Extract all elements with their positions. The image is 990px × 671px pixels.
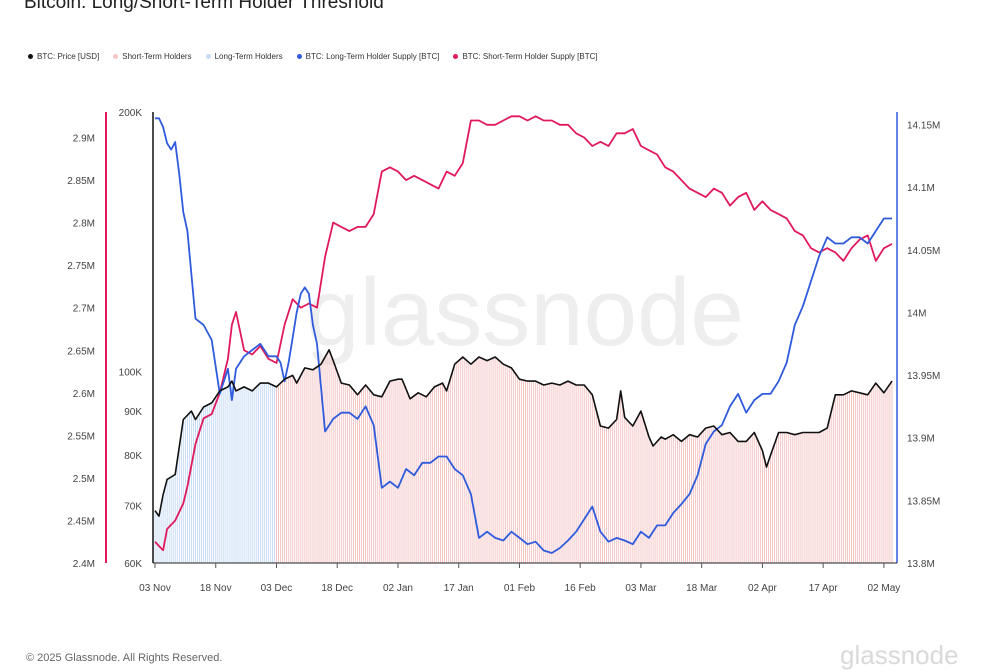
legend-label-sth-supply: BTC: Short-Term Holder Supply [BTC]	[462, 52, 598, 61]
lth-axis-tick-label: 13.9M	[907, 434, 935, 445]
x-axis-tick-label: 18 Mar	[686, 583, 718, 594]
x-axis-tick-label: 17 Jan	[444, 583, 474, 594]
sth-axis-tick-label: 2.85M	[67, 176, 95, 187]
x-axis-tick-label: 02 Apr	[748, 583, 778, 594]
lth-axis-tick-label: 13.8M	[907, 559, 935, 570]
x-axis-tick-label: 16 Feb	[565, 583, 597, 594]
x-axis-tick-label: 03 Dec	[261, 583, 293, 594]
sth-axis-tick-label: 2.8M	[73, 219, 95, 230]
legend-label-long-term-holders: Long-Term Holders	[214, 52, 283, 61]
price-axis-tick-label: 200K	[119, 108, 143, 119]
chart-title: Bitcoin: Long/Short-Term Holder Threshol…	[24, 0, 384, 13]
x-axis-tick-label: 02 May	[868, 583, 901, 594]
legend-item-sth-supply[interactable]: BTC: Short-Term Holder Supply [BTC]	[453, 52, 598, 61]
legend-label-price: BTC: Price [USD]	[37, 52, 100, 61]
legend-swatch-sth-supply	[453, 54, 459, 59]
price-axis-tick-label: 80K	[124, 451, 142, 462]
legend-label-lth-supply: BTC: Long-Term Holder Supply [BTC]	[305, 52, 440, 61]
x-axis-tick-label: 02 Jan	[383, 583, 413, 594]
sth-axis-tick-label: 2.65M	[67, 346, 95, 357]
lth-axis-tick-label: 13.95M	[907, 371, 940, 382]
legend-swatch-lth-supply	[296, 54, 302, 59]
sth-axis-tick-label: 2.75M	[67, 261, 95, 272]
sth-axis-tick-label: 2.4M	[73, 559, 95, 570]
sth-axis-tick-label: 2.6M	[73, 389, 95, 400]
x-axis-tick-label: 03 Nov	[139, 583, 171, 594]
legend-swatch-price	[28, 54, 33, 59]
legend-item-long-term-holders[interactable]: Long-Term Holders	[205, 52, 283, 61]
x-axis-tick-label: 01 Feb	[504, 583, 536, 594]
band-short-term-holders	[275, 349, 893, 563]
x-axis-tick-label: 18 Dec	[321, 583, 353, 594]
lth-axis-tick-label: 14.15M	[907, 121, 940, 132]
legend-item-short-term-holders[interactable]: Short-Term Holders	[113, 52, 192, 61]
legend-item-lth-supply[interactable]: BTC: Long-Term Holder Supply [BTC]	[296, 52, 440, 61]
x-axis-tick-label: 17 Apr	[809, 583, 839, 594]
price-axis-tick-label: 90K	[124, 407, 142, 418]
sth-axis-tick-label: 2.55M	[67, 431, 95, 442]
lth-supply-line	[155, 117, 892, 554]
sth-axis-tick-label: 2.9M	[73, 134, 95, 145]
sth-supply-line	[154, 115, 893, 552]
band-long-term-holders	[154, 381, 277, 563]
sth-axis-tick-label: 2.7M	[73, 304, 95, 315]
watermark: glassnode	[306, 259, 744, 366]
lth-axis-tick-label: 14.05M	[907, 246, 940, 257]
legend-item-price[interactable]: BTC: Price [USD]	[28, 52, 99, 61]
price-axis-tick-label: 100K	[119, 368, 143, 379]
x-axis-tick-label: 03 Mar	[625, 583, 657, 594]
legend-label-short-term-holders: Short-Term Holders	[122, 52, 192, 61]
legend-swatch-long-term-holders	[205, 54, 211, 59]
price-line	[154, 349, 893, 517]
footer-copyright: © 2025 Glassnode. All Rights Reserved.	[26, 652, 223, 664]
price-axis-tick-label: 70K	[124, 501, 142, 512]
lth-axis-tick-label: 13.85M	[907, 496, 940, 507]
price-axis-tick-label: 60K	[124, 559, 142, 570]
sth-axis-tick-label: 2.5M	[73, 474, 95, 485]
footer-logo: glassnode	[840, 640, 959, 670]
x-axis-tick-label: 18 Nov	[200, 583, 232, 594]
sth-axis-tick-label: 2.45M	[67, 516, 95, 527]
lth-axis-tick-label: 14M	[907, 308, 926, 319]
legend-swatch-short-term-holders	[113, 54, 119, 59]
lth-axis-tick-label: 14.1M	[907, 183, 935, 194]
legend: BTC: Price [USD] Short-Term Holders Long…	[28, 52, 598, 61]
